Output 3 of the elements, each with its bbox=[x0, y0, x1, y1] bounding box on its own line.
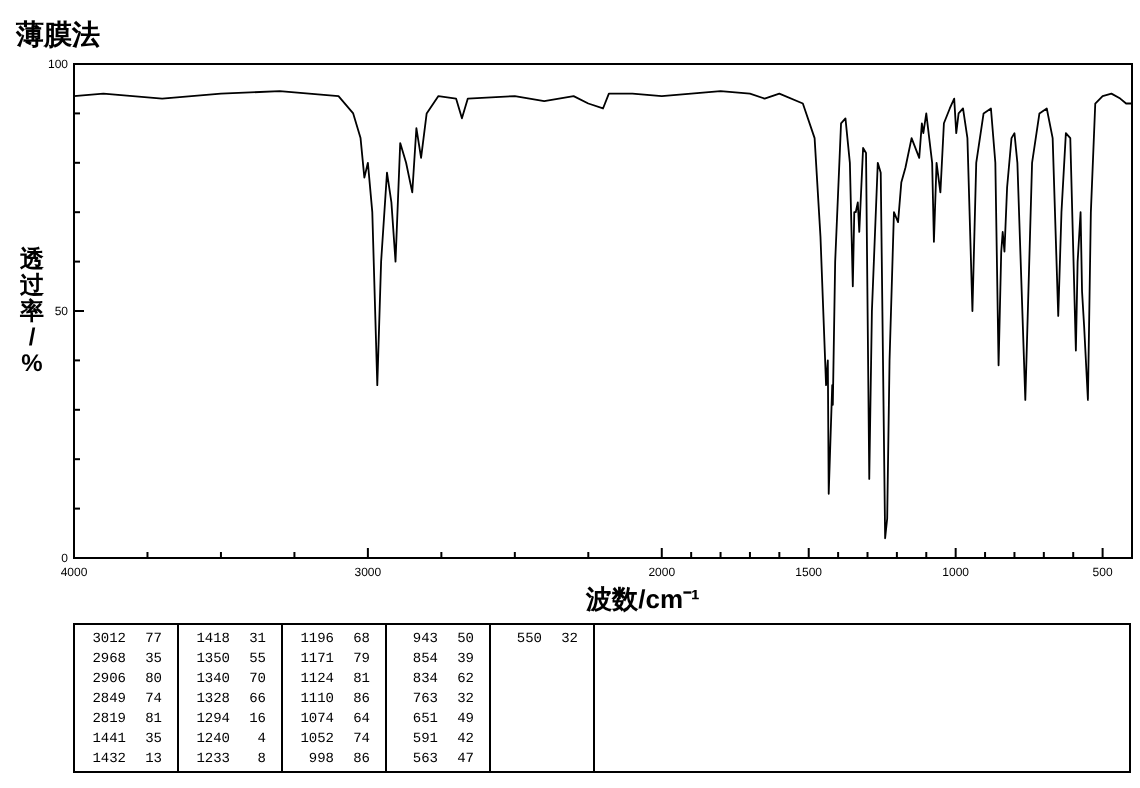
chart-title: 薄膜法 bbox=[14, 18, 100, 50]
y-axis-title: 透过率/% bbox=[18, 245, 46, 377]
x-axis-title: 波数/cm⁻¹ bbox=[584, 584, 700, 614]
